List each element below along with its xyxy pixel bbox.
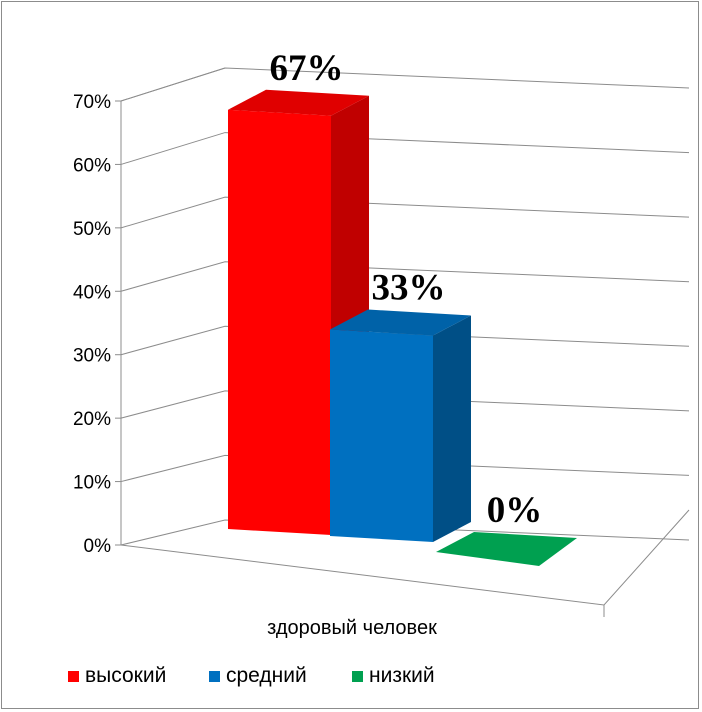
bar-top (330, 309, 471, 336)
bar-top (436, 532, 577, 566)
legend-label: низкий (369, 664, 435, 687)
legend-swatch (352, 671, 363, 682)
data-label: 0% (487, 490, 543, 531)
y-axis-ticks: 0% 10% 20% 30% 40% 50% 60% 70% (73, 92, 121, 557)
y-tick-label: 0% (84, 536, 112, 557)
legend-label: высокий (85, 664, 166, 687)
bars (228, 89, 577, 566)
left-wall-edge (120, 67, 226, 545)
legend-label: средний (226, 664, 307, 687)
y-tick-label: 70% (73, 92, 111, 113)
legend: высокий средний низкий (68, 664, 435, 687)
data-label: 33% (372, 268, 446, 309)
y-tick-label: 20% (73, 409, 111, 430)
gridline (120, 454, 690, 483)
bar-top (228, 89, 369, 116)
bar-средний (330, 309, 471, 542)
gridline (120, 519, 690, 546)
y-tick-label: 60% (73, 155, 111, 176)
y-tick-label: 50% (73, 219, 111, 240)
legend-swatch (68, 671, 79, 682)
category-label: здоровый человек (267, 617, 437, 639)
bar-front (228, 109, 331, 536)
legend-swatch (209, 671, 220, 682)
bar-низкий (436, 532, 577, 566)
gridline (120, 390, 690, 419)
bar-side (433, 315, 471, 542)
gridline (120, 132, 690, 165)
gridlines (120, 67, 690, 546)
y-tick-label: 30% (73, 346, 111, 367)
y-tick-label: 40% (73, 282, 111, 303)
gridline (120, 261, 690, 292)
data-labels: 67% 33% 0% (270, 48, 543, 531)
bar-front (330, 329, 433, 542)
gridline (120, 67, 690, 102)
gridline (120, 325, 690, 356)
data-label: 67% (270, 48, 344, 89)
y-tick-label: 10% (73, 473, 111, 494)
gridline (120, 196, 690, 229)
